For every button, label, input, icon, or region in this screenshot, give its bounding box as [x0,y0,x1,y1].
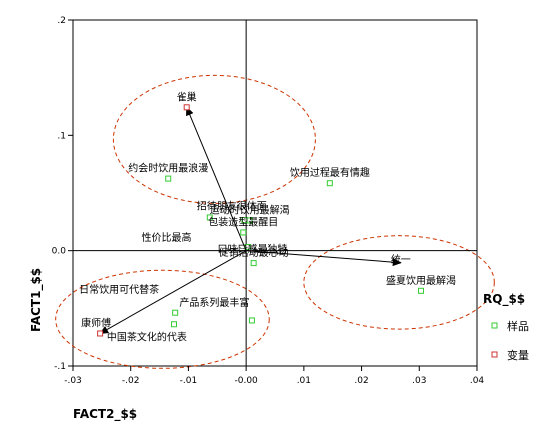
point-label: 运动时饮用最解渴 [210,203,290,216]
y-tick-label: -.1 [54,362,66,372]
x-tick-label: -.02 [122,376,140,386]
x-tick-label: -.03 [64,376,82,386]
point-label: 盛夏饮用最解渴 [386,274,456,287]
data-point-0-1 [326,180,333,187]
data-point-1-0 [183,104,190,111]
free-label: 口味口感最独特 [217,242,287,255]
data-point-0-10 [171,321,177,328]
cluster-ellipse-0 [112,74,316,204]
plot-frame [72,19,478,367]
vector-arrow-2 [99,250,247,334]
vector-arrow-0 [186,106,247,251]
free-label: 日常饮用可代替茶 [79,283,159,296]
data-point-0-8 [418,287,425,294]
x-tick-label: .03 [412,376,426,386]
legend-marker-sample [491,322,498,329]
legend: RQ_$$ 样品 变量 [483,292,529,362]
legend-title: RQ_$$ [483,292,525,307]
free-label: 招待朋友很体面 [197,200,267,213]
x-tick-label: .01 [297,376,311,386]
legend-label-sample: 样品 [507,319,529,333]
data-point-0-2 [206,214,213,221]
legend-label-variable: 变量 [507,348,529,362]
vector-arrow-1 [246,250,402,267]
y-tick-label: 0.0 [52,247,67,257]
x-tick-label: -.01 [180,376,198,386]
x-tick-label: .04 [470,376,485,386]
y-tick-label: .2 [57,16,66,26]
legend-marker-variable [491,351,498,358]
data-point-0-9 [172,309,179,316]
data-point-0-6 [244,243,251,250]
free-label: 性价比最高 [141,231,191,244]
data-point-0-11 [248,317,255,324]
point-label: 促销活动最心动 [219,246,289,259]
point-label: 饮用过程最有情趣 [290,166,370,179]
free-label: 中国茶文化的代表 [107,330,187,343]
data-point-0-7 [250,260,257,267]
data-point-0-4 [246,217,253,224]
point-label: 约会时饮用最浪漫 [128,162,208,175]
x-axis-label: FACT2_$$ [73,407,137,422]
free-label: 产品系列最丰富 [179,296,249,309]
cluster-ellipse-1 [303,235,495,330]
y-axis-label: FACT1_$$ [29,268,44,332]
y-tick-label: .1 [57,131,66,141]
point-label: 包装造型最醒目 [208,215,278,228]
cluster-ellipse-2 [55,269,270,369]
x-tick-label: .02 [354,376,368,386]
point-label: 雀巢 [177,90,197,103]
x-tick-label: -0.00 [234,376,258,386]
data-point-0-5 [240,229,247,236]
point-label: 康师傅 [81,316,111,329]
free-label: 统一 [391,253,411,266]
data-point-0-0 [165,175,172,182]
data-point-1-1 [97,330,104,337]
